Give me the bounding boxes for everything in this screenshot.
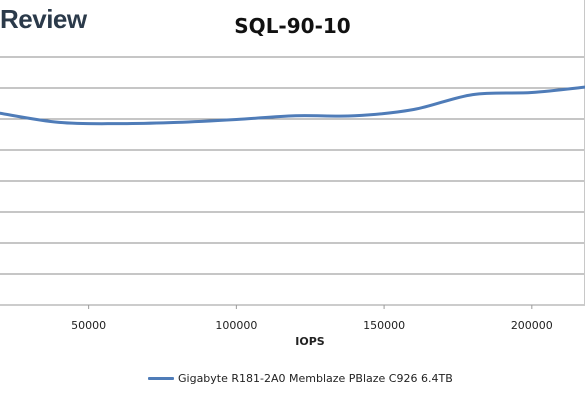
series-group: [0, 85, 585, 126]
watermark-logo: Review: [0, 4, 87, 34]
legend-swatch: [148, 377, 174, 380]
legend[interactable]: Gigabyte R181-2A0 Memblaze PBlaze C926 6…: [148, 372, 453, 385]
chart-title: SQL-90-10: [234, 14, 351, 38]
x-axis: 50000 100000 150000 200000: [71, 305, 553, 332]
x-tick-label: 200000: [511, 319, 553, 332]
series-line[interactable]: [0, 85, 585, 126]
x-tick-label: 150000: [363, 319, 405, 332]
gridlines: [0, 0, 585, 306]
x-axis-title: IOPS: [295, 335, 325, 348]
x-tick-label: 50000: [71, 319, 106, 332]
x-tick-label: 100000: [215, 319, 257, 332]
legend-label: Gigabyte R181-2A0 Memblaze PBlaze C926 6…: [178, 372, 453, 385]
